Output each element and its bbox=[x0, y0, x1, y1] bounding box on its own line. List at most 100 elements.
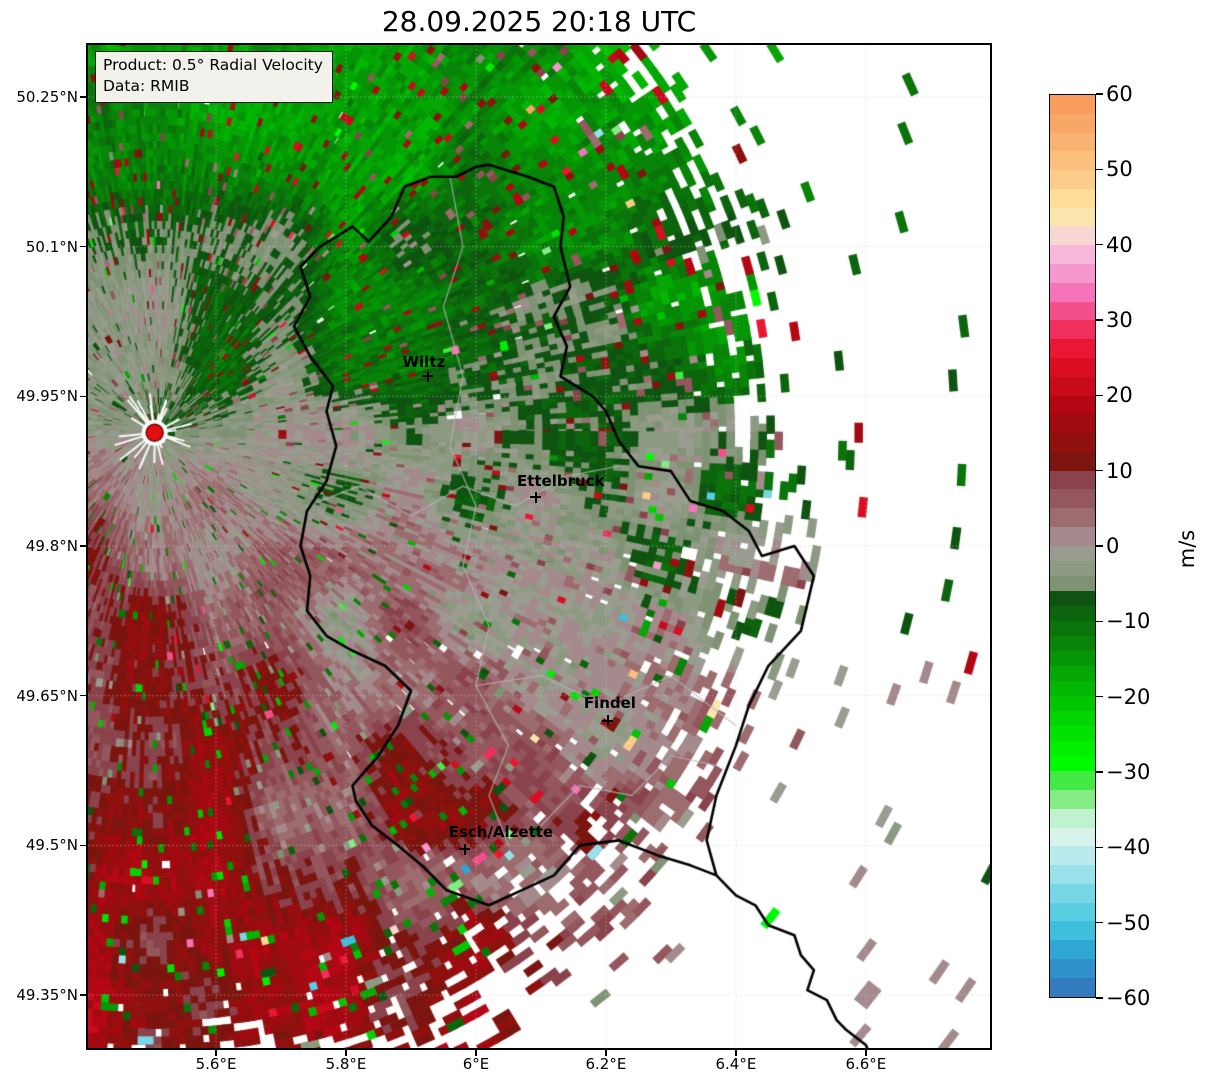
colorbar-tick-mark bbox=[1096, 469, 1103, 472]
city-label: Ettelbruck bbox=[516, 472, 605, 491]
colorbar-tick-label: −40 bbox=[1106, 835, 1151, 860]
colorbar-band bbox=[1050, 489, 1095, 509]
y-tick-mark bbox=[80, 395, 86, 398]
colorbar-band bbox=[1050, 113, 1095, 133]
colorbar-tick-mark bbox=[1096, 771, 1103, 773]
x-tick-mark bbox=[735, 1050, 737, 1056]
colorbar-band bbox=[1050, 902, 1095, 922]
colorbar-tick-mark bbox=[1096, 921, 1103, 924]
city-marker bbox=[459, 843, 471, 855]
colorbar-band bbox=[1050, 282, 1095, 302]
colorbar-tick-mark bbox=[1096, 997, 1103, 999]
colorbar-band bbox=[1050, 451, 1095, 471]
y-tick-label: 49.8°N bbox=[25, 537, 78, 555]
y-tick-label: 49.5°N bbox=[25, 836, 78, 855]
colorbar-band bbox=[1050, 620, 1095, 636]
x-tick-label: 6.2°E bbox=[585, 1055, 627, 1073]
product-annotation-line1: Product: 0.5° Radial Velocity bbox=[103, 56, 323, 74]
colorbar-band bbox=[1050, 395, 1095, 415]
x-tick-mark bbox=[865, 1050, 867, 1056]
colorbar-tick-label: 0 bbox=[1106, 534, 1120, 558]
product-annotation-box: Product: 0.5° Radial Velocity Data: RMIB bbox=[95, 51, 333, 103]
y-tick-mark bbox=[80, 694, 86, 697]
colorbar-tick-label: 30 bbox=[1106, 308, 1133, 332]
colorbar-band bbox=[1050, 790, 1095, 809]
colorbar-band bbox=[1050, 711, 1095, 727]
colorbar-band bbox=[1050, 245, 1095, 265]
colorbar-tick-label: 60 bbox=[1106, 82, 1133, 106]
colorbar-band bbox=[1050, 940, 1095, 960]
colorbar-tick-label: −30 bbox=[1106, 760, 1151, 784]
city-label: Findel bbox=[583, 693, 636, 712]
colorbar-band bbox=[1050, 470, 1095, 490]
colorbar-band bbox=[1050, 771, 1095, 790]
y-tick-label: 50.25°N bbox=[16, 87, 78, 106]
colorbar-tick-label: −50 bbox=[1106, 910, 1151, 935]
colorbar-tick-mark bbox=[1096, 695, 1103, 698]
colorbar-band bbox=[1050, 301, 1095, 321]
colorbar-band bbox=[1050, 170, 1095, 189]
colorbar-band bbox=[1050, 320, 1095, 340]
colorbar-band bbox=[1050, 132, 1095, 152]
colorbar-band bbox=[1050, 865, 1095, 884]
city-marker bbox=[602, 715, 614, 727]
x-tick-label: 5.6°E bbox=[195, 1055, 237, 1073]
colorbar-tick-label: −10 bbox=[1106, 609, 1151, 634]
figure-title: 28.09.2025 20:18 UTC bbox=[381, 5, 697, 38]
colorbar-band bbox=[1050, 846, 1095, 866]
colorbar-band bbox=[1050, 207, 1095, 227]
y-tick-label: 49.95°N bbox=[16, 387, 78, 406]
y-tick-mark bbox=[80, 545, 86, 547]
colorbar-tick-mark bbox=[1096, 846, 1103, 849]
colorbar-band bbox=[1050, 526, 1095, 546]
colorbar-tick-mark bbox=[1096, 93, 1103, 95]
colorbar-band bbox=[1050, 883, 1095, 903]
colorbar-band bbox=[1050, 827, 1095, 847]
colorbar-tick-label: −20 bbox=[1106, 684, 1151, 709]
colorbar-tick-label: −60 bbox=[1106, 986, 1151, 1010]
y-tick-mark bbox=[80, 994, 86, 996]
colorbar-tick-mark bbox=[1096, 168, 1103, 171]
colorbar-tick-label: 20 bbox=[1106, 383, 1133, 408]
colorbar-band bbox=[1050, 264, 1095, 283]
colorbar-band bbox=[1050, 726, 1095, 742]
x-tick-mark bbox=[215, 1050, 217, 1056]
colorbar-tick-mark bbox=[1096, 394, 1103, 397]
colorbar-band bbox=[1050, 666, 1095, 682]
colorbar-band bbox=[1050, 696, 1095, 712]
colorbar-tick-mark bbox=[1096, 319, 1103, 321]
y-tick-label: 49.35°N bbox=[16, 986, 78, 1005]
colorbar-unit-label: m/s bbox=[1175, 529, 1199, 569]
colorbar-band bbox=[1050, 226, 1095, 246]
colorbar-band bbox=[1050, 357, 1095, 377]
colorbar-band bbox=[1050, 508, 1095, 527]
colorbar-band bbox=[1050, 188, 1095, 208]
y-tick-mark bbox=[80, 844, 86, 847]
colorbar-band bbox=[1050, 590, 1095, 606]
x-tick-label: 6.6°E bbox=[845, 1055, 887, 1073]
colorbar-band bbox=[1050, 650, 1095, 666]
colorbar-band bbox=[1050, 575, 1095, 591]
map-plot-frame bbox=[86, 43, 992, 1050]
y-tick-label: 50.1°N bbox=[25, 237, 78, 256]
colorbar-band bbox=[1050, 808, 1095, 828]
colorbar-band bbox=[1050, 560, 1095, 576]
x-tick-label: 5.8°E bbox=[325, 1055, 367, 1073]
city-marker bbox=[530, 491, 542, 503]
colorbar bbox=[1049, 94, 1096, 998]
colorbar-tick-label: 10 bbox=[1106, 458, 1133, 483]
x-tick-label: 6°E bbox=[462, 1055, 490, 1073]
product-annotation-line2: Data: RMIB bbox=[103, 76, 190, 95]
x-tick-mark bbox=[345, 1050, 347, 1056]
y-tick-label: 49.65°N bbox=[16, 686, 78, 705]
x-tick-mark bbox=[475, 1050, 477, 1056]
city-label: Wiltz bbox=[402, 353, 446, 372]
x-tick-mark bbox=[605, 1050, 607, 1056]
colorbar-band bbox=[1050, 921, 1095, 941]
colorbar-band bbox=[1050, 959, 1095, 978]
city-label: Esch/Alzette bbox=[448, 823, 554, 842]
colorbar-band bbox=[1050, 151, 1095, 171]
colorbar-band bbox=[1050, 95, 1095, 114]
colorbar-band bbox=[1050, 339, 1095, 358]
